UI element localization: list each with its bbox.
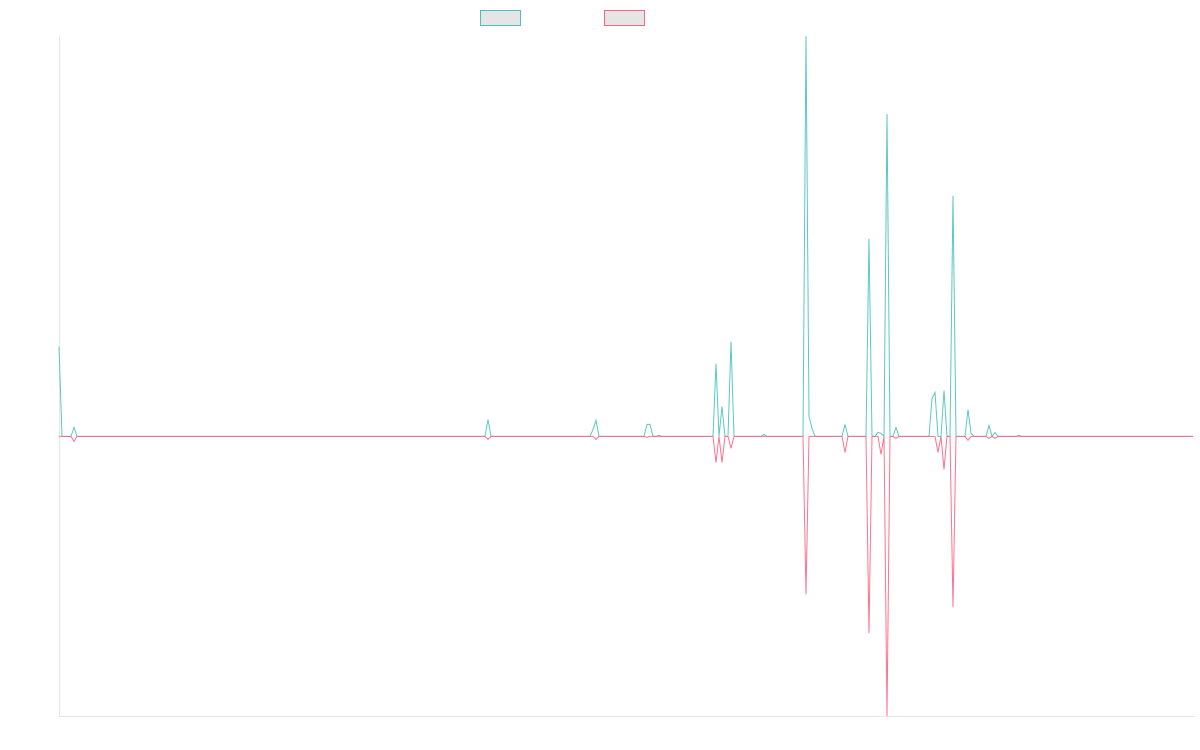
- legend-swatch-series-2[interactable]: [604, 10, 645, 26]
- legend-swatch-series-1[interactable]: [480, 10, 521, 26]
- series-layer: [58, 35, 1193, 717]
- legend: [480, 10, 645, 26]
- series-2-line: [59, 435, 1193, 717]
- series-1-line: [58, 35, 1193, 438]
